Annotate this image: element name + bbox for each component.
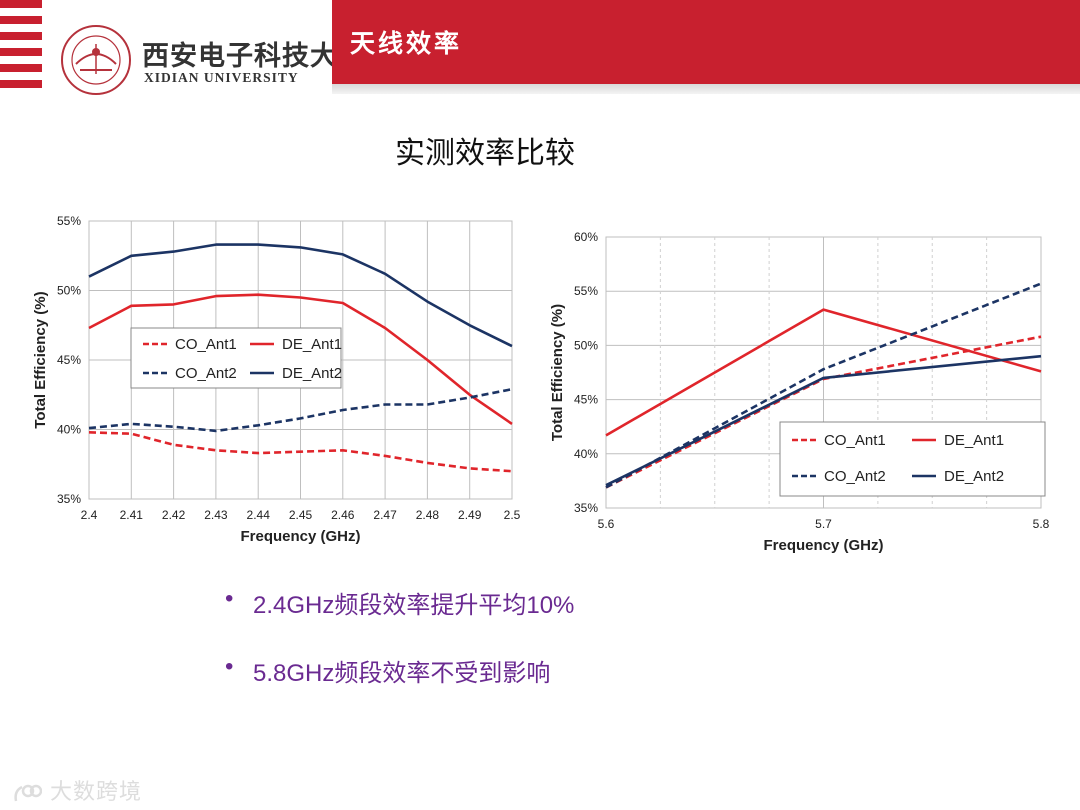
university-logo: 西安电子科技大学 XIDIAN UNIVERSITY bbox=[58, 22, 365, 102]
x-tick-label: 2.44 bbox=[247, 508, 271, 522]
x-axis-label: Frequency (GHz) bbox=[240, 528, 360, 545]
y-tick-label: 50% bbox=[57, 284, 81, 298]
series-line-de-ant1 bbox=[88, 293, 513, 425]
x-tick-label: 2.49 bbox=[458, 508, 482, 522]
series-line-de-ant2 bbox=[88, 243, 513, 348]
y-tick-label: 40% bbox=[574, 447, 598, 461]
x-tick-label: 5.7 bbox=[815, 517, 832, 531]
bullet-list: • 2.4GHz频段效率提升平均10% • 5.8GHz频段效率不受到影响 bbox=[225, 585, 574, 721]
watermark-text: 大数跨境 bbox=[50, 780, 143, 805]
y-tick-label: 35% bbox=[57, 492, 81, 506]
series-line-co-ant2 bbox=[88, 387, 513, 433]
x-tick-label: 5.6 bbox=[598, 517, 615, 531]
bullet-text: 2.4GHz频段效率提升平均10% bbox=[253, 592, 575, 619]
series-line-de-ant2 bbox=[605, 354, 1042, 487]
chart-svg: 35% 40% 45% 50% 55% 60% 5.6 5.7 5.8 Frequency (GH… bbox=[549, 230, 1050, 554]
x-tick-label: 2.48 bbox=[416, 508, 440, 522]
x-tick-label: 2.46 bbox=[331, 508, 355, 522]
y-axis-label: Total Efficiency (%) bbox=[32, 291, 49, 428]
legend-label: CO_Ant2 bbox=[175, 365, 237, 382]
watermark: 大数跨境 bbox=[12, 774, 142, 806]
legend-box bbox=[130, 327, 342, 389]
legend-label: DE_Ant2 bbox=[282, 365, 342, 382]
header-stripes bbox=[0, 0, 42, 96]
bullet-item: • 2.4GHz频段效率提升平均10% bbox=[225, 585, 574, 620]
y-tick-label: 40% bbox=[57, 423, 81, 437]
x-tick-label: 2.41 bbox=[120, 508, 144, 522]
university-name-en: XIDIAN UNIVERSITY bbox=[144, 70, 299, 85]
legend-label: CO_Ant1 bbox=[824, 432, 886, 449]
y-tick-label: 45% bbox=[574, 393, 598, 407]
series-line-co-ant1 bbox=[88, 431, 513, 473]
bullet-item: • 5.8GHz频段效率不受到影响 bbox=[225, 653, 574, 688]
y-tick-label: 35% bbox=[574, 501, 598, 515]
legend-label: CO_Ant1 bbox=[175, 336, 237, 353]
x-tick-label: 2.42 bbox=[162, 508, 186, 522]
y-tick-label: 50% bbox=[574, 338, 598, 352]
y-tick-label: 60% bbox=[574, 230, 598, 244]
slide-title: 实测效率比较 bbox=[395, 136, 575, 171]
legend-label: DE_Ant1 bbox=[944, 432, 1004, 449]
bullet-dot-icon: • bbox=[225, 585, 234, 612]
watermark-logo-icon bbox=[14, 784, 42, 802]
university-seal-icon bbox=[61, 25, 131, 95]
y-tick-label: 55% bbox=[57, 214, 81, 228]
y-tick-label: 45% bbox=[57, 353, 81, 367]
section-title: 天线效率 bbox=[350, 29, 463, 58]
x-tick-label: 2.45 bbox=[289, 508, 313, 522]
legend-label: CO_Ant2 bbox=[824, 468, 886, 485]
legend-label: DE_Ant1 bbox=[282, 336, 342, 353]
y-tick-label: 55% bbox=[574, 284, 598, 298]
x-tick-label: 5.8 bbox=[1033, 517, 1050, 531]
x-tick-label: 2.4 bbox=[81, 508, 98, 522]
bullet-text: 5.8GHz频段效率不受到影响 bbox=[253, 660, 551, 687]
university-name-cn: 西安电子科技大学 bbox=[142, 41, 366, 72]
y-axis-label: Total Efficiency (%) bbox=[549, 304, 566, 441]
x-axis-label: Frequency (GHz) bbox=[763, 537, 883, 554]
bullet-dot-icon: • bbox=[225, 653, 234, 680]
x-tick-label: 2.43 bbox=[204, 508, 228, 522]
chart-svg: 35% 40% 45% 50% 55% 2.4 2.41 2.42 2.43 2.44 2.45 2.… bbox=[32, 214, 521, 545]
legend-box bbox=[779, 421, 1046, 497]
legend-label: DE_Ant2 bbox=[944, 468, 1004, 485]
efficiency-chart-5-8ghz: 35% 40% 45% 50% 55% 60% 5.6 5.7 5.8 Frequency (GH… bbox=[530, 220, 1070, 555]
header-divider bbox=[332, 84, 1080, 94]
x-tick-label: 2.5 bbox=[504, 508, 521, 522]
header-bar: 天线效率 bbox=[332, 0, 1080, 84]
efficiency-chart-2-4ghz: 35% 40% 45% 50% 55% 2.4 2.41 2.42 2.43 2.44 2.45 2.… bbox=[20, 205, 540, 550]
series-line-de-ant1 bbox=[605, 308, 1042, 437]
x-tick-label: 2.47 bbox=[373, 508, 397, 522]
